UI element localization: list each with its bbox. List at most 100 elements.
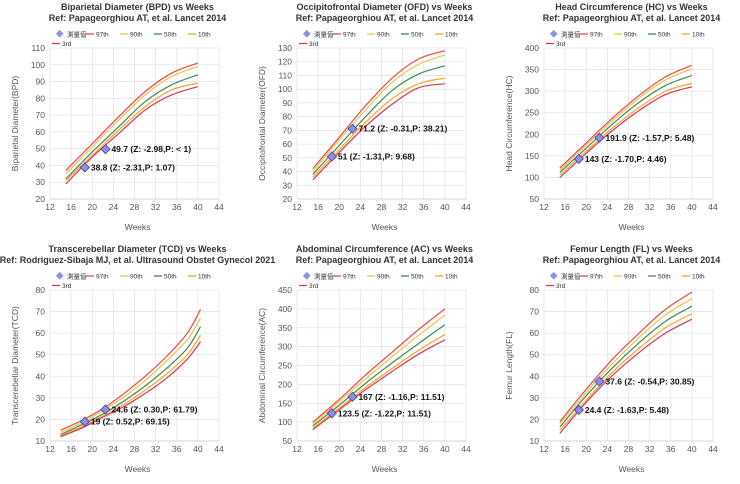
legend-label-10th: 10th — [445, 274, 458, 281]
series-line-97th — [312, 50, 446, 170]
x-axis-label: Weeks — [372, 464, 398, 474]
measured-point[interactable] — [347, 391, 358, 402]
x-tick-label: 40 — [687, 202, 697, 212]
measured-point[interactable] — [100, 404, 111, 415]
y-axis-label: Biparietal Diameter(BPD) — [10, 76, 20, 172]
measured-point[interactable] — [347, 123, 358, 134]
y-tick-label: 130 — [278, 43, 292, 53]
legend-label-97th: 97th — [590, 274, 603, 281]
measured-point[interactable] — [79, 416, 90, 427]
chart-title: Biparietal Diameter (BPD) vs Weeks — [61, 2, 214, 12]
x-tick-label: 24 — [109, 202, 119, 212]
measured-point[interactable] — [326, 408, 337, 419]
legend-label-97th: 97th — [590, 32, 603, 39]
y-tick-label: 200 — [278, 379, 292, 389]
y-tick-label: 20 — [36, 194, 46, 204]
chart-legend: 測量值 97th 90th 50th 10th 3rd — [52, 30, 211, 48]
y-tick-label: 50 — [36, 350, 46, 360]
series-line-90th — [312, 54, 446, 172]
legend-label-50th: 50th — [164, 32, 177, 39]
series-line-10th — [60, 334, 202, 437]
chart-subtitle: Ref: Papageorghiou AT, et al. Lancet 201… — [543, 13, 721, 23]
series-line-90th — [65, 65, 199, 175]
legend-label-3rd: 3rd — [62, 283, 72, 290]
x-tick-label: 32 — [151, 202, 161, 212]
y-tick-label: 70 — [36, 307, 46, 317]
x-tick-label: 28 — [130, 202, 140, 212]
x-tick-label: 28 — [130, 444, 140, 454]
chart-subtitle: Ref: Papageorghiou AT, et al. Lancet 201… — [296, 13, 474, 23]
y-tick-label: 200 — [525, 129, 539, 139]
y-tick-label: 150 — [525, 151, 539, 161]
y-tick-label: 450 — [278, 285, 292, 295]
legend-label-3rd: 3rd — [309, 41, 319, 48]
y-tick-label: 60 — [36, 127, 46, 137]
y-tick-label: 50 — [530, 350, 540, 360]
x-tick-label: 40 — [440, 444, 450, 454]
measured-point[interactable] — [326, 151, 337, 162]
y-tick-label: 40 — [530, 371, 540, 381]
legend-marker-measured — [55, 271, 64, 280]
y-tick-label: 300 — [278, 342, 292, 352]
y-tick-label: 60 — [283, 139, 293, 149]
chart-subtitle: Ref: Papageorghiou AT, et al. Lancet 201… — [543, 255, 721, 265]
y-tick-label: 80 — [36, 285, 46, 295]
y-tick-label: 250 — [525, 108, 539, 118]
legend-label-measured: 測量值 — [314, 272, 334, 281]
x-tick-label: 16 — [313, 444, 323, 454]
x-tick-label: 36 — [666, 202, 676, 212]
chart-legend: 測量值 97th 90th 50th 10th 3rd — [546, 30, 705, 48]
x-tick-label: 20 — [582, 202, 592, 212]
measured-point[interactable] — [573, 404, 584, 416]
x-tick-label: 28 — [624, 202, 634, 212]
legend-label-measured: 測量值 — [314, 30, 334, 39]
legend-label-97th: 97th — [96, 32, 109, 39]
y-tick-label: 120 — [278, 57, 292, 67]
y-tick-label: 250 — [278, 361, 292, 371]
series-line-10th — [559, 82, 693, 176]
series-line-3rd — [559, 318, 693, 434]
y-tick-label: 350 — [278, 323, 292, 333]
chart-title: Abdominal Circumference (AC) vs Weeks — [296, 244, 473, 254]
measured-point[interactable] — [594, 376, 605, 387]
legend-label-3rd: 3rd — [556, 41, 566, 48]
measured-point[interactable] — [594, 132, 605, 143]
series-line-50th — [559, 75, 693, 173]
measured-point[interactable] — [573, 153, 584, 164]
y-tick-label: 20 — [530, 414, 540, 424]
x-tick-label: 16 — [66, 202, 76, 212]
x-tick-label: 24 — [109, 444, 119, 454]
series-line-3rd — [559, 86, 693, 178]
y-tick-label: 20 — [36, 414, 46, 424]
legend-label-10th: 10th — [445, 32, 458, 39]
series-line-3rd — [60, 341, 201, 438]
series-line-90th — [312, 314, 446, 425]
x-tick-label: 36 — [172, 202, 182, 212]
y-tick-label: 50 — [530, 194, 540, 204]
x-tick-label: 44 — [214, 202, 224, 212]
x-tick-label: 40 — [687, 444, 697, 454]
chart-subtitle: Ref: Papageorghiou AT, et al. Lancet 201… — [49, 13, 227, 23]
x-tick-label: 20 — [582, 444, 592, 454]
legend-label-10th: 10th — [198, 32, 211, 39]
legend-label-90th: 90th — [377, 274, 390, 281]
series-line-10th — [65, 82, 199, 181]
measured-point[interactable] — [79, 162, 90, 173]
y-tick-label: 10 — [530, 436, 540, 446]
x-axis-label: Weeks — [619, 464, 645, 474]
legend-label-measured: 測量值 — [561, 272, 581, 281]
y-tick-label: 30 — [530, 393, 540, 403]
x-axis-label: Weeks — [619, 222, 645, 232]
measured-point[interactable] — [100, 144, 111, 155]
series-line-10th — [312, 77, 446, 178]
y-tick-label: 300 — [525, 86, 539, 96]
y-tick-label: 40 — [36, 160, 46, 170]
x-tick-label: 36 — [666, 444, 676, 454]
x-tick-label: 12 — [45, 202, 55, 212]
x-tick-label: 16 — [66, 444, 76, 454]
series-line-50th — [312, 324, 446, 427]
x-tick-label: 40 — [193, 202, 203, 212]
x-tick-label: 40 — [193, 444, 203, 454]
chart-panel-bpd: Biparietal Diameter (BPD) vs Weeks Ref: P… — [0, 0, 246, 242]
x-tick-label: 24 — [356, 202, 366, 212]
